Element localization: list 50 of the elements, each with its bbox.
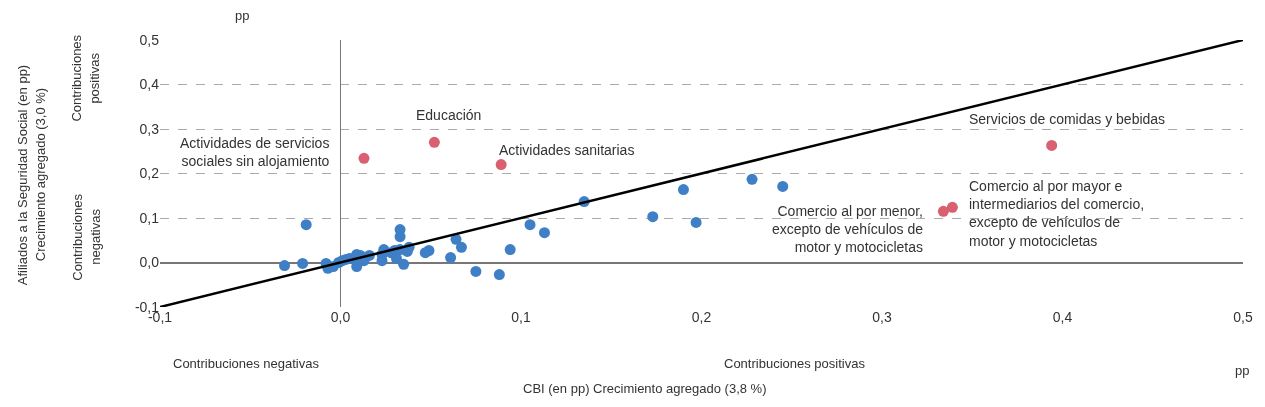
point xyxy=(647,211,659,223)
x-tick-label: 0,1 xyxy=(511,309,531,325)
text: Contribuciones positivas xyxy=(724,356,866,371)
annotation: Actividades sanitarias xyxy=(499,142,635,158)
text: Contribuciones negativas xyxy=(69,193,103,281)
text: Afiliados a la Seguridad Social (en pp) Crecimiento agregado (3,0 %) xyxy=(15,64,49,286)
text: Contribuciones positivas xyxy=(68,34,102,122)
x-tick-label: 0,2 xyxy=(691,309,712,325)
annotation: Educación xyxy=(416,107,482,123)
x-axis-title: CBI (en pp) Crecimiento agregado (3,8 %) xyxy=(523,381,767,396)
point xyxy=(690,216,702,228)
y-tick-label: 0,4 xyxy=(139,76,160,93)
point xyxy=(524,219,536,231)
y-tick-label: 0,1 xyxy=(139,209,160,226)
point xyxy=(470,265,482,277)
y-tick-label: 0,3 xyxy=(139,120,160,137)
annotation: Comercio al por menor, excepto de vehículos de motor y motocicletas xyxy=(772,203,924,256)
point xyxy=(946,201,958,213)
point xyxy=(495,159,507,171)
text: pp xyxy=(235,8,250,23)
point xyxy=(428,136,440,148)
point xyxy=(351,261,363,273)
point xyxy=(297,257,309,269)
y-tick-label: 0,2 xyxy=(139,165,160,182)
point xyxy=(504,244,516,256)
point xyxy=(423,244,435,256)
point xyxy=(1046,139,1058,151)
y-tick-label: 0,5 xyxy=(139,31,160,48)
text: pp xyxy=(1235,363,1250,378)
point xyxy=(937,205,949,217)
x-tick-label: 0,4 xyxy=(1052,309,1073,325)
point xyxy=(538,227,550,239)
point xyxy=(746,173,758,185)
point xyxy=(279,260,291,272)
point xyxy=(398,258,410,270)
text: Contribuciones negativas xyxy=(173,356,320,371)
point xyxy=(493,269,505,281)
annotation: Actividades de servicios sociales sin alojamiento xyxy=(180,135,330,170)
x-tick-label: 0,0 xyxy=(330,309,351,325)
annotation: Comercio al por mayor e intermediarios del comercio, excepto de vehículos de motor y motocicletas xyxy=(969,178,1145,249)
point xyxy=(455,241,467,253)
point xyxy=(445,252,457,264)
point xyxy=(777,180,789,192)
x-tick-label: 0,3 xyxy=(872,309,892,325)
annotation: Servicios de comidas y bebidas xyxy=(969,111,1166,127)
x-tick-label: 0,5 xyxy=(1233,309,1253,325)
y-tick-label: 0,0 xyxy=(139,254,160,271)
point xyxy=(358,152,370,164)
point xyxy=(300,219,312,231)
point xyxy=(677,184,689,196)
